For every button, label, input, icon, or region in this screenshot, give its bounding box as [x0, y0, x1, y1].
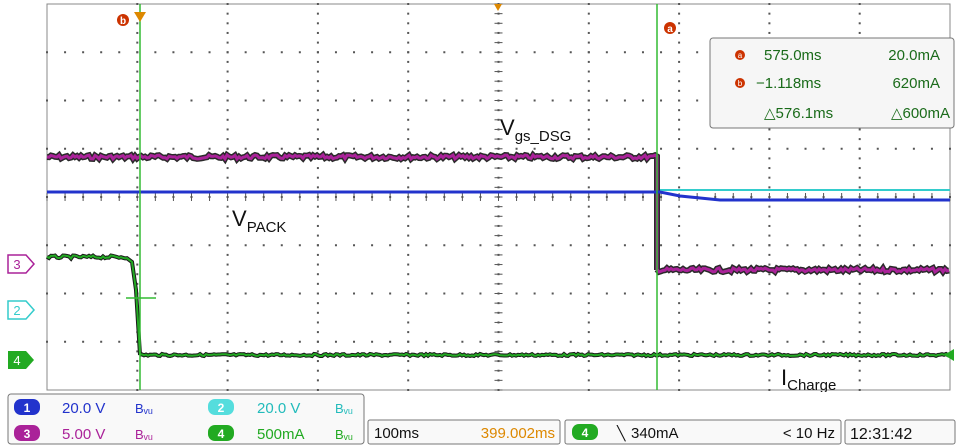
timebase-scale: 100ms: [374, 425, 419, 442]
ch4-bw: Bᵥᵤ: [335, 427, 353, 442]
svg-text:1: 1: [24, 401, 31, 415]
ch3-scale: 5.00 V: [62, 426, 105, 443]
ch2-scale: 20.0 V: [257, 400, 300, 417]
waveform-ch1-vpack: [47, 189, 950, 202]
waveform-ch4-icharge: [45, 253, 951, 359]
svg-text:4: 4: [13, 353, 20, 368]
trigger-setting[interactable]: 4 ╲ 340mA < 10 Hz: [564, 419, 842, 445]
timebase-setting[interactable]: 100ms 399.002ms: [367, 419, 561, 445]
ch3-bw: Bᵥᵤ: [135, 427, 153, 442]
readout-b-time: −1.118ms: [756, 75, 821, 92]
readout-delta-value: △600mA: [891, 105, 950, 122]
svg-text:2: 2: [13, 303, 20, 318]
label-vpack: VPACK: [232, 206, 286, 236]
label-vgs-dsg: Vgs_DSG: [500, 115, 571, 145]
svg-text:b: b: [738, 79, 743, 88]
timebase-position: 399.002ms: [481, 425, 555, 442]
readout-b-value: 620mA: [892, 75, 940, 92]
ch4-setting[interactable]: 4 500mA Bᵥᵤ: [208, 425, 353, 443]
trigger-pos-icon: [134, 12, 146, 22]
waveform-ch3-vgs: [46, 150, 950, 277]
readout-delta-time: △576.1ms: [764, 105, 833, 122]
readout-a-value: 20.0mA: [888, 47, 940, 64]
channel-settings-box: [7, 393, 365, 445]
ch3-setting[interactable]: 3 5.00 V Bᵥᵤ: [14, 425, 153, 443]
svg-text:3: 3: [24, 427, 31, 441]
trigger-slope-icon: ╲: [616, 425, 627, 442]
cursor-a-marker-label: a: [667, 24, 673, 35]
clock: 12:31:42: [844, 419, 956, 445]
readout-a-icon: [735, 50, 745, 60]
svg-text:12:31:42: 12:31:42: [850, 426, 912, 443]
svg-text:4: 4: [218, 427, 225, 441]
cursor-readout-panel: a 575.0ms 20.0mA b −1.118ms 620mA △576.1…: [709, 37, 955, 129]
trigger-center-icon: [494, 4, 502, 11]
trigger-level-arrow-icon: [944, 349, 954, 361]
ch4-scale: 500mA: [257, 426, 305, 443]
svg-text:2: 2: [218, 401, 225, 415]
ch1-scale: 20.0 V: [62, 400, 105, 417]
ch1-setting[interactable]: 1 20.0 V Bᵥᵤ: [14, 399, 153, 417]
cursor-a-marker[interactable]: [664, 22, 676, 34]
label-icharge: ICharge: [781, 365, 836, 394]
svg-text:4: 4: [582, 426, 589, 440]
ch4-marker[interactable]: 4: [8, 351, 34, 369]
ch2-bw: Bᵥᵤ: [335, 401, 353, 416]
readout-a-time: 575.0ms: [764, 47, 822, 64]
ch1-bw: Bᵥᵤ: [135, 401, 153, 416]
readout-b-icon: [735, 78, 745, 88]
cursor-b-marker[interactable]: [117, 14, 129, 26]
trigger-rate: < 10 Hz: [783, 425, 835, 442]
trigger-level: 340mA: [631, 425, 679, 442]
ch2-setting[interactable]: 2 20.0 V Bᵥᵤ: [208, 399, 353, 417]
ch2-marker[interactable]: 2: [7, 300, 36, 320]
status-bar: 1 20.0 V Bᵥᵤ 2 20.0 V Bᵥᵤ 3 5.00 V Bᵥᵤ 4…: [0, 392, 959, 446]
cursor-b-marker-label: b: [120, 16, 126, 27]
svg-text:a: a: [738, 51, 743, 60]
svg-text:3: 3: [13, 257, 20, 272]
graticule-grid: [46, 3, 951, 391]
ch3-marker[interactable]: 3: [7, 254, 36, 274]
